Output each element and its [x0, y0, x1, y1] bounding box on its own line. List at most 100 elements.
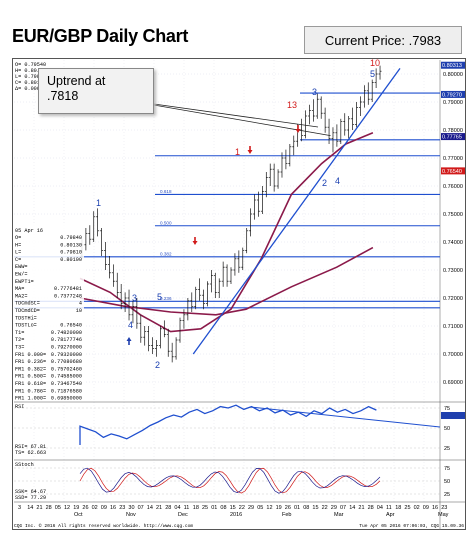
ohlc-info: H= 0.80… — [15, 68, 40, 74]
x-tick-label: 14 — [147, 505, 153, 511]
x-month-label: Feb — [282, 512, 291, 518]
x-tick-label: 21 — [36, 505, 42, 511]
data-window-key: EW/= — [15, 272, 27, 278]
horizontal-levels: 0.618 0.500 0.382 0.236 — [14, 92, 440, 309]
x-tick-label: 14 — [349, 505, 355, 511]
x-month-label: Mar — [334, 512, 344, 518]
time-axis: 3 14 21 28 05 12 19 26 02 09 16 23 30 07 14 21 28 04 11 18 2… — [14, 501, 466, 529]
data-window-value: 4 — [79, 301, 82, 307]
uptrend-line — [192, 68, 401, 355]
y-tick-label: 0.76000 — [443, 184, 463, 190]
price-badge — [441, 167, 465, 175]
rsi-level-label: 50 — [444, 426, 450, 432]
data-window-value: 0.80100 — [60, 257, 82, 263]
ohlc-info: Δ= 0.006… — [15, 86, 43, 92]
y-tick-label: 0.77000 — [443, 156, 463, 162]
x-tick-label: 09 — [101, 505, 107, 511]
x-month-label: 2016 — [230, 512, 242, 518]
wave-label: 5 — [157, 292, 162, 302]
grid — [14, 60, 441, 530]
rsi-level-label: 75 — [444, 406, 450, 412]
current-price-box: Current Price: .7983 — [304, 26, 462, 54]
x-month-label: Nov — [126, 512, 136, 518]
x-tick-label: 19 — [73, 505, 79, 511]
y-tick-label: 0.69000 — [443, 380, 463, 386]
data-window-value: 0.76540 — [60, 323, 82, 329]
data-window-key: FR1 0.000= — [15, 352, 46, 358]
data-window-key: FR1 0.236= — [15, 359, 46, 365]
x-tick-label: 16 — [432, 505, 438, 511]
chart-title: EUR/GBP Daily Chart — [12, 26, 189, 46]
wave-label: 1 — [235, 147, 240, 157]
fib-label: 0.618 — [160, 189, 172, 194]
x-tick-label: 26 — [285, 505, 291, 511]
data-window-value: 0.69850000 — [51, 396, 82, 402]
x-tick-label: 28 — [368, 505, 374, 511]
data-window-value: 0.7377248 — [54, 293, 82, 299]
price-badge-label: 0.76540 — [442, 169, 462, 175]
x-tick-label: 01 — [211, 505, 217, 511]
data-window-key: C= — [15, 257, 21, 263]
data-window-key: EWPT1= — [15, 279, 34, 285]
data-window-key: T2= — [15, 337, 24, 343]
x-tick-label: 16 — [110, 505, 116, 511]
stoch-readout: SSK= 64.67 — [15, 489, 46, 495]
rsi-line — [79, 404, 377, 445]
stoch-level-label: 25 — [444, 492, 450, 498]
price-badge — [441, 61, 465, 69]
x-tick-label: 22 — [322, 505, 328, 511]
x-tick-label: 08 — [303, 505, 309, 511]
rsi-readout: RSI= 67.81 — [15, 444, 46, 450]
data-window-value: 0.80130 — [60, 242, 82, 248]
wave-label: 13 — [287, 100, 297, 110]
data-window-date: 05 Apr 16 — [15, 228, 43, 234]
callout-line2: .7818 — [47, 89, 79, 103]
footer-right: Tue Apr 05 2016 07:06:03, CQG 15.09.36 — [359, 523, 464, 529]
data-window-key: EWW= — [15, 264, 27, 270]
y-tick-label: 0.78000 — [443, 128, 463, 134]
y-tick-label: 0.72000 — [443, 296, 463, 302]
data-window-value: 10 — [76, 308, 82, 314]
x-tick-label: 02 — [414, 505, 420, 511]
x-tick-label: 05 — [257, 505, 263, 511]
y-tick-label: 0.75000 — [443, 212, 463, 218]
stoch-line — [79, 467, 381, 494]
x-tick-label: 30 — [128, 505, 134, 511]
data-window-key: MA= — [15, 286, 24, 292]
wave-label: 1 — [96, 198, 101, 208]
x-tick-label: 25 — [202, 505, 208, 511]
data-window-value: 0.79270000 — [51, 345, 82, 351]
x-tick-label: 08 — [220, 505, 226, 511]
callout-pointer — [153, 103, 319, 128]
ohlc-info: C= 0.801… — [15, 80, 43, 86]
data-window-key: T1= — [15, 330, 24, 336]
y-tick-label: 0.71000 — [443, 324, 463, 330]
x-month-label: Apr — [386, 512, 395, 518]
down-arrow-icon — [295, 125, 301, 133]
data-window-value: 0.74820000 — [51, 330, 82, 336]
wave-label: 3 — [132, 293, 137, 303]
wave-label: 2 — [322, 178, 327, 188]
up-arrow-icon — [126, 337, 132, 345]
data-window-value: 0.78177746 — [51, 337, 82, 343]
data-window-key: L= — [15, 250, 21, 256]
x-tick-label: 12 — [266, 505, 272, 511]
x-tick-label: 26 — [82, 505, 88, 511]
x-tick-label: 07 — [138, 505, 144, 511]
fib-label: 0.236 — [160, 296, 172, 301]
x-tick-label: 14 — [27, 505, 33, 511]
data-window-value: 0.77080680 — [51, 359, 82, 365]
stoch-level-label: 50 — [444, 479, 450, 485]
x-tick-label: 18 — [193, 505, 199, 511]
stoch-level-label: 75 — [444, 466, 450, 472]
data-window-key: TDCmdSt= — [15, 301, 40, 307]
x-tick-label: 23 — [441, 505, 447, 511]
x-tick-label: 11 — [386, 505, 392, 511]
x-tick-label: 01 — [294, 505, 300, 511]
rsi-label: RSI — [15, 404, 24, 410]
stoch-readout: SSD= 77.29 — [15, 495, 46, 501]
y-tick-label: 0.79000 — [443, 100, 463, 106]
